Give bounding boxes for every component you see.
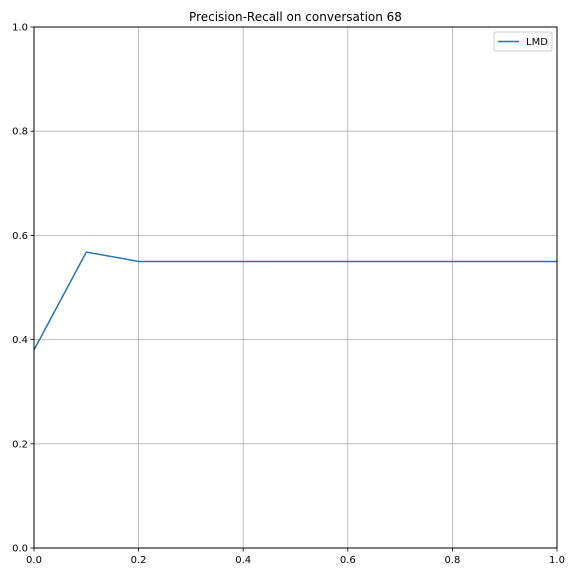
legend-box bbox=[493, 31, 553, 52]
chart-title: Precision-Recall on conversation 68 bbox=[189, 10, 402, 24]
x-tick-label-1: 0.2 bbox=[131, 555, 147, 566]
x-tick-label-4: 0.8 bbox=[444, 555, 460, 566]
series-lines bbox=[33, 251, 557, 351]
y-tick-label-3: 0.6 bbox=[12, 231, 28, 242]
y-tick-label-0: 0.0 bbox=[12, 544, 28, 555]
series-line-lmd bbox=[33, 251, 557, 351]
plot-frame bbox=[33, 26, 558, 549]
x-tick-label-2: 0.4 bbox=[235, 555, 251, 566]
x-tick-label-5: 1.0 bbox=[549, 555, 565, 566]
x-tick-label-0: 0.0 bbox=[26, 555, 42, 566]
y-axis-ticks: 0.0 0.2 0.4 0.6 0.8 1.0 bbox=[12, 23, 34, 555]
x-axis-ticks: 0.0 0.2 0.4 0.6 0.8 1.0 bbox=[26, 548, 565, 566]
x-tick-label-3: 0.6 bbox=[340, 555, 356, 566]
y-tick-label-4: 0.8 bbox=[12, 127, 28, 138]
y-tick-label-5: 1.0 bbox=[12, 23, 28, 34]
y-tick-label-2: 0.4 bbox=[12, 335, 28, 346]
y-tick-label-1: 0.2 bbox=[12, 439, 28, 450]
legend: LMD bbox=[493, 31, 553, 52]
legend-label-lmd: LMD bbox=[526, 37, 548, 48]
